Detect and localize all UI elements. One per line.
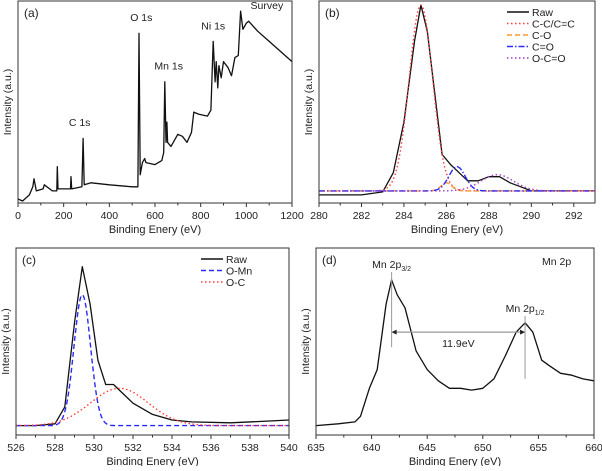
x-tick-label: 1200 (280, 210, 304, 222)
x-tick-label: 0 (15, 210, 21, 222)
peak-annotation: Ni 1s (201, 20, 225, 32)
x-tick-label: 540 (280, 442, 298, 454)
legend-entry: Raw (532, 7, 553, 19)
y-axis-label: Intensity (a.u.) (300, 308, 312, 375)
legend-entry: O-Mn (226, 266, 252, 278)
series-line-o-c-o (319, 174, 595, 192)
x-axis-label: Binding Enery (eV) (109, 224, 201, 236)
panel-label: (a) (24, 6, 39, 20)
peak-label: Mn 2p1/2 (506, 303, 545, 317)
x-tick-label: 650 (474, 442, 492, 454)
x-tick-label: 645 (418, 442, 436, 454)
y-axis-label: Intensity (a.u.) (0, 308, 12, 375)
series-line-spectrum (17, 10, 293, 202)
x-tick-label: 532 (124, 442, 142, 454)
legend-entry: C=O (532, 42, 554, 54)
spectrum-region-label: Mn 2p (542, 256, 571, 268)
peak-annotation: Survey (251, 0, 284, 12)
series-line-o-mn (16, 294, 289, 427)
legend-entry: O-C=O (532, 53, 566, 65)
plot-frame (315, 247, 595, 436)
plot-frame (318, 0, 596, 204)
x-tick-label: 200 (55, 210, 73, 222)
x-tick-label: 288 (480, 210, 498, 222)
x-axis-label: Binding Enery (eV) (409, 456, 501, 466)
chart-panel-2: 280 282 284 286 288 290 292 Binding Enery (eV) I… (303, 0, 596, 236)
arrow-head-right-icon (520, 329, 526, 335)
peak-annotation: C 1s (69, 117, 91, 129)
x-tick-label: 600 (146, 210, 164, 222)
arrow-head-left-icon (391, 329, 397, 335)
x-axis-label: Binding Enery (eV) (411, 224, 503, 236)
panel-label: (d) (322, 253, 337, 267)
x-tick-label: 530 (85, 442, 103, 454)
legend-entry: C-C/C=C (532, 19, 575, 31)
x-tick-label: 640 (363, 442, 381, 454)
plot-frame (15, 247, 290, 436)
y-axis-label: Intensity (a.u.) (303, 69, 315, 136)
peak-label-subscript: 1/2 (535, 310, 545, 317)
x-tick-label: 526 (7, 442, 25, 454)
panel-label: (b) (325, 6, 340, 20)
x-tick-label: 635 (307, 442, 325, 454)
series-line-c-o (319, 182, 595, 192)
peak-label-main: Mn 2p (506, 303, 535, 315)
peak-label: Mn 2p3/2 (372, 259, 411, 273)
x-tick-label: 534 (163, 442, 181, 454)
splitting-label: 11.9eV (442, 338, 475, 350)
x-tick-label: 536 (202, 442, 220, 454)
x-tick-label: 400 (101, 210, 119, 222)
legend-entry: Raw (226, 254, 247, 266)
chart-panel-3: 526 528 530 532 534 536 538 540 Binding Enery (e… (0, 247, 298, 468)
x-tick-label: 280 (310, 210, 328, 222)
x-tick-label: 292 (565, 210, 583, 222)
x-tick-label: 538 (241, 442, 259, 454)
series-line-raw (16, 266, 290, 427)
series-line-spectrum (315, 279, 595, 427)
x-tick-label: 655 (530, 442, 548, 454)
chart-panel-4: 635 640 645 650 655 660 Binding Enery (eV) Inte… (300, 247, 602, 468)
legend-entry: C-O (532, 30, 551, 42)
x-tick-label: 282 (353, 210, 371, 222)
peak-annotation: Mn 1s (154, 61, 183, 73)
series-line-raw (319, 4, 595, 196)
panel-label: (c) (22, 253, 36, 267)
x-tick-label: 800 (192, 210, 210, 222)
x-tick-label: 284 (395, 210, 413, 222)
peak-label-subscript: 3/2 (401, 266, 411, 273)
chart-panel-1: 0 200 400 600 800 1000 1200 Binding Enery (eV) I… (2, 0, 304, 236)
x-tick-label: 660 (585, 442, 602, 454)
x-tick-label: 290 (523, 210, 541, 222)
y-axis-label: Intensity (a.u.) (2, 69, 14, 136)
x-tick-label: 286 (438, 210, 456, 222)
plot-frame (17, 0, 293, 204)
x-axis-label: Binding Enery (eV) (106, 456, 198, 466)
peak-annotation: O 1s (130, 12, 152, 24)
series-line-c-c-c-c (319, 4, 595, 192)
x-tick-label: 1000 (235, 210, 259, 222)
legend-entry: O-C (226, 277, 246, 289)
peak-label-main: Mn 2p (372, 259, 401, 271)
x-tick-label: 528 (46, 442, 64, 454)
